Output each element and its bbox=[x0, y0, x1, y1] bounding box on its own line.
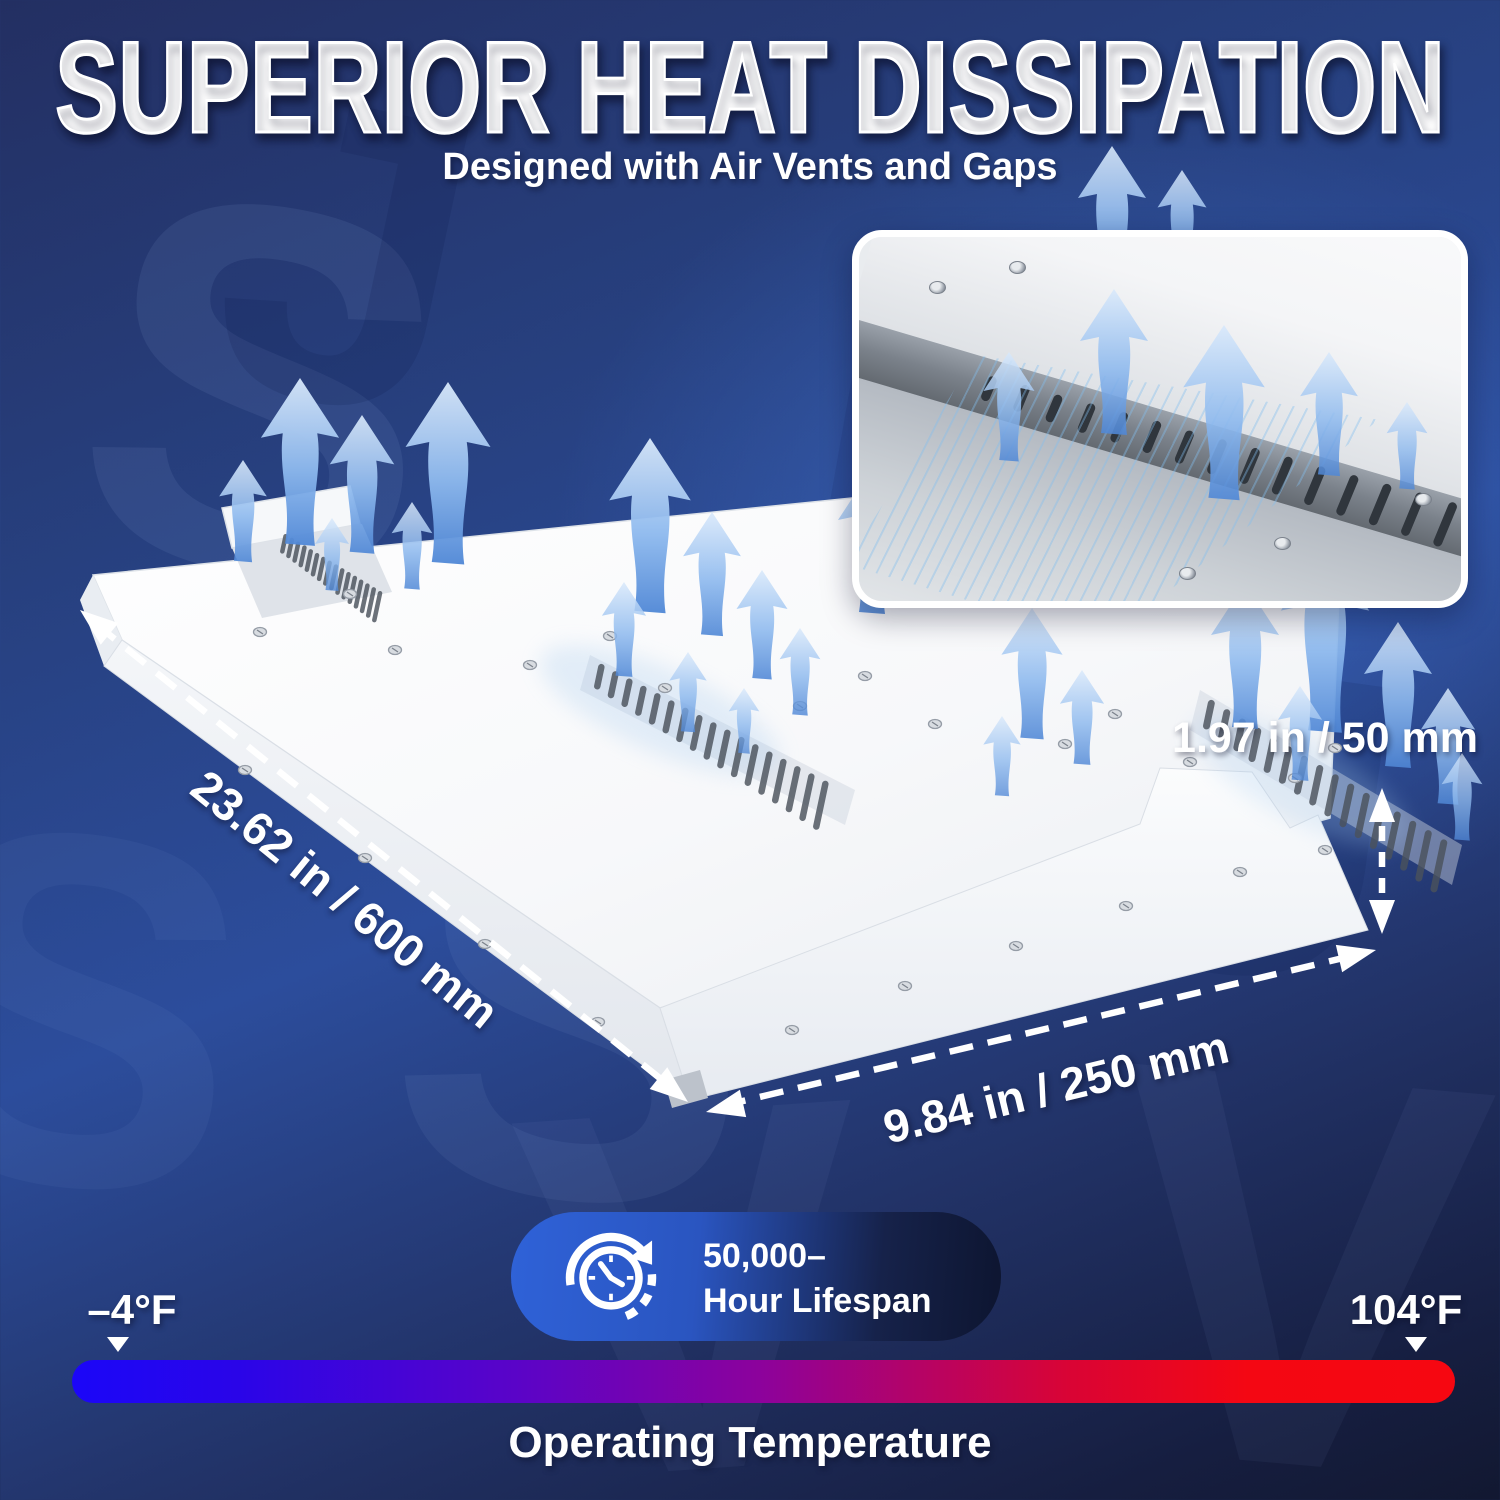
lifespan-badge: 50,000– Hour Lifespan bbox=[511, 1212, 1001, 1341]
lifespan-unit: Hour Lifespan bbox=[703, 1282, 932, 1320]
temperature-max-label: 104°F bbox=[1349, 1286, 1463, 1333]
screw-head bbox=[1415, 493, 1432, 506]
closeup-heat-arrows bbox=[983, 289, 1428, 501]
screw-head bbox=[1179, 567, 1196, 580]
header: SUPERIOR HEAT DISSIPATION bbox=[54, 13, 1447, 161]
temperature-caption: Operating Temperature bbox=[508, 1418, 992, 1467]
page-title: SUPERIOR HEAT DISSIPATION bbox=[55, 14, 1445, 160]
page-subtitle: Designed with Air Vents and Gaps bbox=[442, 146, 1058, 188]
temperature-min-label: –4°F bbox=[87, 1286, 177, 1333]
vent-closeup-panel bbox=[852, 230, 1468, 608]
screw-head bbox=[1009, 261, 1026, 274]
lifespan-value: 50,000– bbox=[703, 1237, 826, 1275]
temperature-max-marker bbox=[1405, 1337, 1427, 1352]
temperature-min-marker bbox=[107, 1337, 129, 1352]
temperature-gradient-bar bbox=[72, 1360, 1455, 1403]
screw-head bbox=[1274, 537, 1291, 550]
screw-head bbox=[929, 281, 946, 294]
height-dimension-label: 1.97 in / 50 mm bbox=[1172, 714, 1478, 762]
clock-cycle-icon bbox=[565, 1232, 657, 1322]
